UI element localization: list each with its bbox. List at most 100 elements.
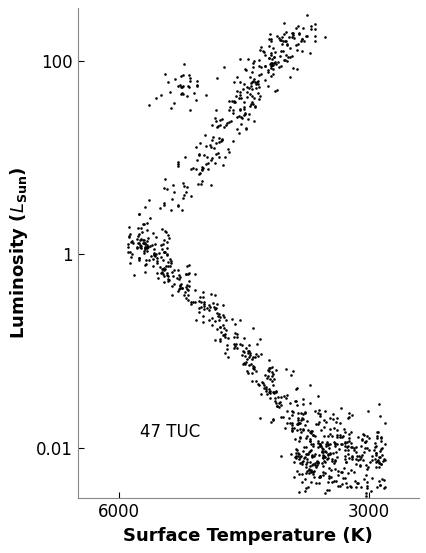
Point: [205, 316, 212, 325]
Point: [250, 364, 256, 373]
Point: [199, 317, 206, 326]
Point: [325, 440, 332, 449]
Point: [196, 170, 202, 179]
Point: [308, 451, 315, 460]
Point: [295, 437, 302, 446]
Point: [157, 253, 164, 262]
Point: [265, 68, 271, 77]
Point: [196, 149, 202, 158]
Point: [257, 63, 264, 72]
Point: [299, 415, 305, 424]
Point: [205, 300, 212, 309]
Point: [299, 446, 306, 455]
Point: [275, 33, 282, 42]
Point: [357, 434, 364, 443]
Point: [187, 191, 193, 200]
Point: [345, 433, 351, 442]
Point: [142, 255, 149, 264]
Point: [340, 425, 346, 434]
Point: [309, 469, 316, 478]
Point: [178, 205, 185, 214]
Point: [312, 478, 319, 487]
Point: [223, 119, 230, 128]
Point: [332, 447, 339, 456]
Point: [209, 298, 216, 307]
Point: [322, 418, 328, 426]
Point: [268, 60, 275, 69]
Point: [307, 467, 314, 476]
Point: [377, 432, 383, 441]
Point: [310, 472, 317, 481]
Point: [324, 444, 331, 452]
Point: [360, 437, 367, 446]
Point: [211, 113, 218, 122]
Point: [271, 59, 277, 68]
Point: [242, 124, 248, 133]
Point: [142, 238, 149, 247]
Point: [324, 450, 331, 458]
Point: [292, 41, 299, 50]
Point: [240, 102, 247, 111]
Point: [294, 409, 300, 418]
Point: [337, 440, 344, 448]
Point: [215, 133, 222, 142]
Point: [301, 452, 308, 461]
Point: [288, 33, 295, 42]
Point: [266, 394, 273, 403]
Point: [204, 164, 211, 173]
Point: [215, 316, 222, 325]
Point: [302, 11, 309, 20]
Point: [377, 444, 384, 453]
Point: [331, 456, 338, 465]
Point: [341, 458, 348, 467]
Point: [362, 488, 369, 497]
Point: [250, 93, 257, 102]
Point: [196, 139, 203, 148]
Point: [250, 56, 257, 65]
Point: [139, 220, 146, 228]
Point: [307, 426, 314, 435]
Point: [220, 123, 227, 132]
Point: [295, 487, 302, 496]
Point: [222, 315, 229, 324]
Point: [255, 381, 262, 390]
Point: [288, 424, 295, 432]
Point: [140, 219, 147, 228]
Point: [316, 409, 323, 418]
Point: [337, 467, 344, 476]
Point: [271, 58, 278, 66]
Point: [299, 394, 305, 403]
Point: [329, 410, 336, 419]
Point: [336, 433, 343, 442]
Point: [294, 414, 301, 422]
Point: [236, 91, 242, 100]
Point: [247, 99, 254, 108]
Point: [269, 369, 276, 378]
Point: [297, 35, 304, 44]
Point: [320, 458, 327, 467]
Point: [308, 451, 314, 460]
Point: [179, 71, 186, 80]
Point: [192, 165, 199, 174]
Point: [363, 443, 369, 452]
Point: [239, 334, 246, 343]
Point: [160, 278, 167, 286]
Point: [325, 463, 331, 472]
Point: [265, 59, 272, 68]
Point: [343, 414, 350, 422]
Point: [236, 88, 243, 97]
Point: [343, 441, 350, 450]
Point: [316, 439, 322, 448]
Point: [135, 254, 142, 263]
Point: [268, 55, 275, 64]
Point: [278, 33, 285, 41]
Point: [211, 305, 218, 314]
Point: [356, 460, 363, 469]
Point: [204, 159, 210, 168]
Point: [302, 32, 308, 40]
Point: [350, 444, 357, 452]
Point: [318, 448, 325, 457]
Point: [144, 247, 150, 255]
Point: [246, 349, 253, 358]
Point: [253, 89, 260, 98]
